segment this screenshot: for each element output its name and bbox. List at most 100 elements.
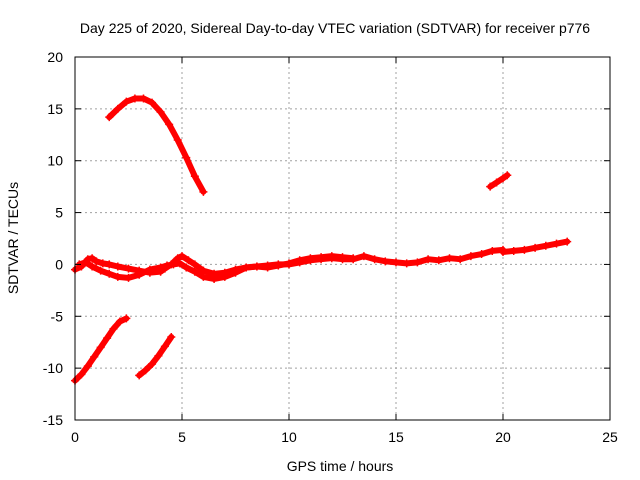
data-point — [169, 260, 178, 269]
data-point — [424, 255, 433, 264]
data-point — [190, 267, 199, 276]
data-point — [210, 274, 219, 283]
data-point — [306, 254, 315, 263]
y-axis-label: SDTVAR / TECUs — [5, 182, 21, 294]
data-point — [96, 343, 105, 352]
x-axis-label: GPS time / hours — [287, 458, 394, 474]
data-point — [130, 94, 139, 103]
data-point — [359, 252, 368, 261]
data-point — [242, 263, 251, 272]
series-arc-low-b — [135, 333, 176, 380]
data-point — [499, 247, 507, 256]
x-tick-label: 5 — [178, 429, 186, 445]
data-point — [327, 252, 336, 261]
data-point — [552, 239, 561, 248]
data-point — [175, 259, 184, 268]
data-point — [105, 269, 114, 278]
data-point — [182, 153, 191, 162]
data-point — [154, 351, 163, 360]
data-point — [113, 104, 122, 113]
data-point — [370, 255, 379, 264]
data-point — [541, 241, 550, 250]
data-point — [503, 171, 512, 180]
data-point — [98, 259, 107, 268]
data-point — [488, 246, 497, 255]
series-arc-high — [105, 94, 208, 196]
chart-title: Day 225 of 2020, Sidereal Day-to-day VTE… — [80, 20, 590, 36]
data-point — [499, 174, 507, 183]
data-point — [173, 135, 182, 144]
series-arc-mid-short — [486, 171, 512, 191]
data-point — [563, 237, 572, 246]
data-point — [317, 253, 326, 262]
y-tick-label: 5 — [55, 205, 63, 221]
data-point — [122, 314, 131, 323]
data-point — [135, 270, 144, 279]
data-point — [190, 172, 199, 181]
data-point — [124, 264, 133, 273]
data-point — [156, 263, 165, 272]
x-tick-label: 0 — [71, 429, 79, 445]
data-point — [182, 263, 191, 272]
data-point — [220, 272, 229, 281]
series-trace — [106, 95, 207, 195]
data-point — [88, 254, 97, 263]
data-point — [295, 256, 304, 265]
y-tick-label: 15 — [47, 101, 63, 117]
data-point — [160, 342, 169, 351]
data-point — [338, 253, 347, 262]
data-point — [139, 94, 148, 103]
data-point — [83, 362, 92, 371]
x-tick-label: 25 — [602, 429, 618, 445]
data-point — [456, 255, 465, 264]
data-point — [520, 245, 529, 254]
data-point — [199, 187, 208, 196]
series-trace — [487, 172, 511, 190]
data-points — [71, 94, 572, 385]
data-point — [92, 257, 101, 266]
grid-lines — [75, 57, 610, 420]
data-point — [77, 370, 86, 379]
series-arc-main-b — [75, 252, 358, 283]
data-point — [148, 359, 157, 368]
data-point — [486, 182, 495, 191]
data-point — [124, 273, 133, 282]
data-point — [96, 266, 105, 275]
data-point — [165, 120, 174, 129]
data-point — [115, 317, 124, 326]
data-point — [274, 261, 283, 270]
data-point — [531, 243, 540, 252]
data-point — [105, 113, 114, 122]
data-point — [492, 178, 501, 187]
data-point — [135, 371, 144, 380]
data-point — [509, 246, 518, 255]
data-point — [263, 263, 272, 272]
data-point — [122, 97, 131, 106]
data-point — [103, 334, 112, 343]
y-tick-label: 10 — [47, 153, 63, 169]
data-point — [81, 258, 90, 267]
plot-frame — [74, 56, 611, 421]
data-point — [156, 107, 165, 116]
y-tick-label: -15 — [43, 412, 63, 428]
y-tick-label: 0 — [55, 256, 63, 272]
data-point — [148, 98, 157, 107]
series-arc-end — [499, 237, 572, 256]
data-point — [402, 259, 411, 268]
data-point — [184, 256, 193, 265]
data-point — [413, 258, 422, 267]
data-point — [178, 252, 186, 261]
series-arc-low-a — [71, 314, 131, 385]
data-point — [199, 272, 208, 281]
data-point — [141, 366, 150, 375]
data-point — [113, 272, 122, 281]
y-tick-label: -10 — [43, 360, 63, 376]
data-point — [285, 259, 293, 268]
data-point — [88, 262, 97, 271]
data-point — [113, 262, 122, 271]
data-point — [466, 252, 475, 261]
data-point — [90, 352, 99, 361]
y-tick-label: -5 — [51, 308, 64, 324]
data-point — [434, 256, 443, 265]
